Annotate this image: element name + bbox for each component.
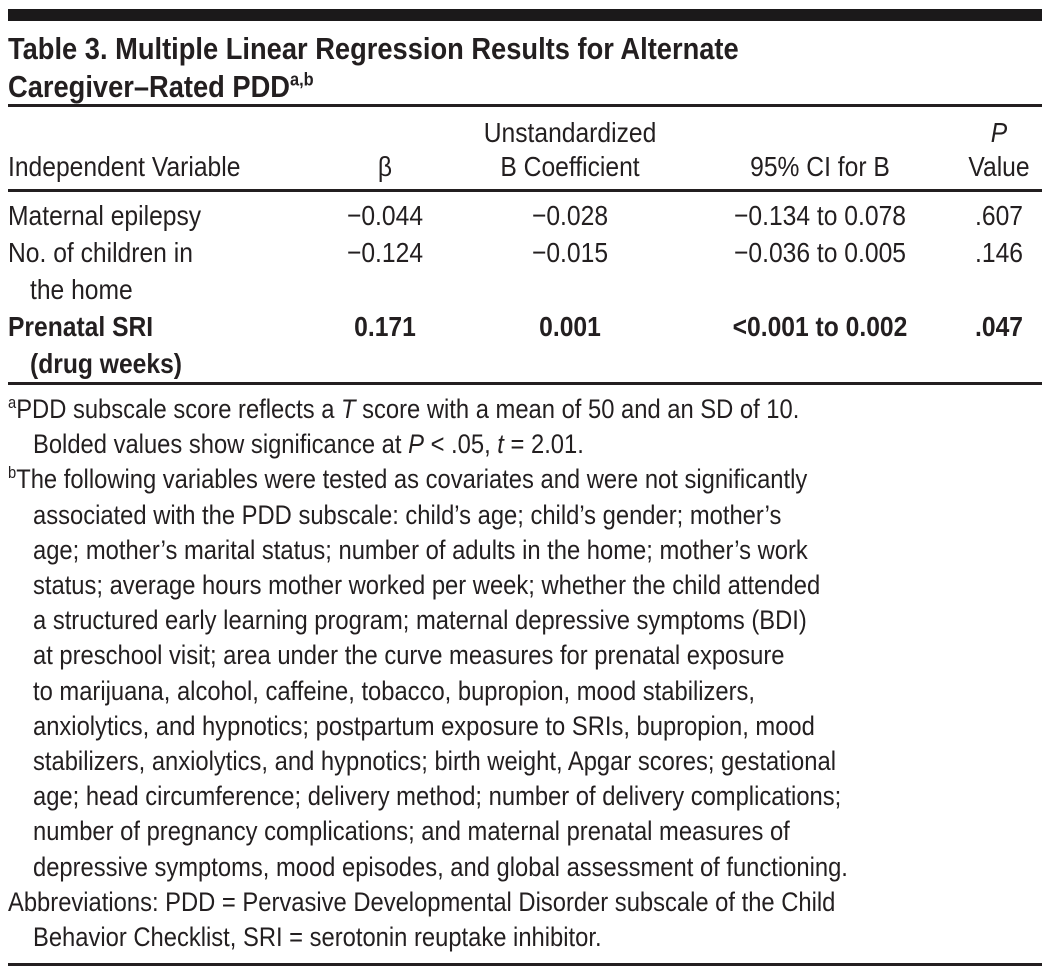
bottom-rule (8, 963, 1042, 966)
cell-ci: −0.134 to 0.078 (734, 200, 906, 231)
cell-variable: Prenatal SRI (drug weeks) (8, 311, 182, 379)
footnote-b-line9: stabilizers, anxiolytics, and hypnotics;… (33, 746, 836, 777)
table-title-line2-text: Caregiver–Rated PDD (8, 69, 291, 104)
table-title-line2: Caregiver–Rated PDDa,b (8, 68, 314, 106)
header-independent-variable: Independent Variable (8, 151, 241, 182)
cell-variable: No. of children in the home (8, 237, 193, 305)
header-divider-rule (8, 189, 1042, 192)
title-divider-rule (8, 104, 1042, 107)
table-title-line1: Table 3. Multiple Linear Regression Resu… (8, 31, 739, 66)
footnote-b-line1: bThe following variables were tested as … (8, 463, 808, 495)
footnote-b-line12: depressive symptoms, mood episodes, and … (33, 851, 848, 882)
cell-p-value: .047 (975, 311, 1023, 342)
header-95-ci-for-b: 95% CI for B (750, 151, 890, 182)
cell-beta: −0.044 (346, 200, 424, 231)
table-row-children-in-home: No. of children in the home −0.124 −0.01… (8, 234, 1043, 308)
cell-p-value: .607 (975, 200, 1023, 231)
cell-ci: −0.036 to 0.005 (734, 237, 906, 268)
footnote-a-marker: a (8, 393, 17, 412)
footnote-b-line3: age; mother’s marital status; number of … (33, 534, 808, 565)
abbreviations-line2: Behavior Checklist, SRI = serotonin reup… (33, 922, 602, 953)
top-rule-thick (8, 9, 1042, 21)
cell-b-coefficient: −0.015 (531, 237, 609, 268)
table-title: Table 3. Multiple Linear Regression Resu… (8, 30, 838, 106)
table-row-prenatal-sri: Prenatal SRI (drug weeks) 0.171 0.001 <0… (8, 308, 1043, 382)
footnote-a-line2: Bolded values show significance at P < .… (33, 429, 584, 460)
cell-beta: −0.124 (346, 237, 424, 268)
cell-variable: Maternal epilepsy (8, 200, 202, 231)
table-title-footnote-markers: a,b (290, 68, 314, 90)
footnote-b-line6: at preschool visit; area under the curve… (33, 640, 785, 671)
table-header-row: Independent Variable β Unstandardized B … (8, 112, 1043, 184)
table-body: Maternal epilepsy −0.044 −0.028 −0.134 t… (8, 197, 1043, 382)
footnote-b-line4: status; average hours mother worked per … (33, 570, 821, 601)
cell-b-coefficient: −0.028 (531, 200, 609, 231)
cell-p-value: .146 (975, 237, 1023, 268)
cell-beta: 0.171 (354, 311, 416, 342)
table-footnotes: aPDD subscale score reflects a T score w… (8, 392, 1043, 955)
header-unstandardized-b-coefficient: Unstandardized B Coefficient (483, 117, 657, 182)
header-p-value: P Value (968, 117, 1030, 182)
footnote-b-line10: age; head circumference; delivery method… (33, 781, 842, 812)
footnote-b-line2: associated with the PDD subscale: child’… (33, 499, 782, 530)
cell-b-coefficient: 0.001 (539, 311, 601, 342)
header-beta: β (377, 151, 393, 182)
footnote-b-line5: a structured early learning program; mat… (33, 605, 807, 636)
footnote-b-line7: to marijuana, alcohol, caffeine, tobacco… (33, 675, 756, 706)
footnote-a-line1: aPDD subscale score reflects a T score w… (8, 393, 800, 424)
cell-ci: <0.001 to 0.002 (732, 311, 908, 342)
abbreviations-line1: Abbreviations: PDD = Pervasive Developme… (8, 886, 836, 917)
footnote-b-line8: anxiolytics, and hypnotics; postpartum e… (33, 710, 815, 741)
footnote-b-line11: number of pregnancy complications; and m… (33, 816, 790, 847)
body-divider-rule (8, 382, 1042, 385)
table-row-maternal-epilepsy: Maternal epilepsy −0.044 −0.028 −0.134 t… (8, 197, 1043, 234)
footnote-b-marker: b (8, 463, 17, 483)
